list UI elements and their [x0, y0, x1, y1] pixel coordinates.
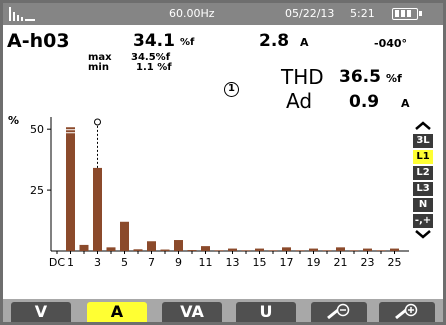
bar-16: [268, 250, 278, 251]
bar-9: [174, 240, 183, 251]
phase-button-l3[interactable]: L3: [413, 182, 433, 196]
ad-label: Ad: [286, 89, 313, 113]
x-tick-label: 17: [280, 256, 294, 269]
min-value: 1.1 %f: [136, 62, 172, 73]
frequency-readout: 60.00Hz: [169, 7, 215, 20]
cursor-head: [94, 118, 101, 126]
ad-unit: A: [401, 97, 410, 110]
phase-button-l1[interactable]: L1: [413, 150, 433, 164]
softkey-phase-voltage[interactable]: U: [236, 302, 296, 322]
cursor-marker: 1: [224, 82, 239, 97]
bar-5: [120, 221, 129, 251]
x-tick-label: DC: [49, 256, 65, 269]
phase-angle: -040°: [374, 37, 408, 50]
bar-21: [336, 247, 345, 251]
phase-button-n[interactable]: N: [413, 198, 433, 212]
max-value: 34.5%f: [131, 52, 171, 63]
bar-14: [241, 250, 251, 251]
zoom-in-icon: [395, 303, 418, 320]
bar-24: [376, 250, 386, 251]
rms-value: 2.8: [259, 31, 290, 51]
bar-1: [66, 126, 75, 251]
bar-17: [282, 247, 291, 251]
bar-23: [363, 248, 372, 251]
ad-value: 0.9: [349, 92, 380, 112]
x-tick-label: 9: [175, 256, 182, 269]
rms-unit: A: [300, 36, 309, 49]
harmonic-label: A-h03: [7, 30, 70, 52]
harmonic-percent-unit: %f: [180, 37, 195, 48]
x-tick-label: 21: [334, 256, 348, 269]
softkey-voltage[interactable]: V: [11, 302, 71, 322]
scroll-up-icon[interactable]: [413, 121, 433, 131]
phase-button-3l[interactable]: 3L: [413, 134, 433, 148]
phase-button-l2[interactable]: L2: [413, 166, 433, 180]
softkey-apparent-power[interactable]: VA: [162, 302, 222, 322]
bar-19: [309, 248, 318, 251]
bar-11: [201, 246, 210, 251]
x-tick-label: 13: [226, 256, 240, 269]
bar-12: [214, 250, 224, 251]
bar-3: [93, 167, 102, 251]
status-bar: 60.00Hz 05/22/13 5:21: [3, 3, 443, 25]
max-label: max: [88, 52, 112, 63]
screen: 60.00Hz 05/22/13 5:21 A-h03 34.1 %f max …: [3, 3, 443, 322]
bar-20: [322, 250, 332, 251]
bar-22: [349, 250, 359, 251]
zoom-out-icon: [327, 303, 350, 320]
date-readout: 05/22/13: [285, 7, 335, 20]
x-tick-label: 15: [253, 256, 267, 269]
bar-10: [187, 250, 197, 251]
bar-6: [133, 249, 143, 251]
softkey-zoom-out[interactable]: [311, 302, 367, 322]
softkey-current[interactable]: A: [87, 302, 147, 322]
harmonic-mode-icon: [9, 7, 35, 21]
bar-4: [106, 247, 116, 251]
y-tick-label: 50: [30, 123, 44, 136]
bar-7: [147, 241, 156, 251]
time-readout: 5:21: [350, 7, 375, 20]
thd-unit: %f: [386, 72, 402, 85]
thd-value: 36.5: [339, 67, 381, 87]
bar-2: [79, 244, 89, 251]
x-tick-label: 23: [361, 256, 375, 269]
x-tick-label: 19: [307, 256, 321, 269]
x-tick-label: 5: [121, 256, 128, 269]
battery-icon: [392, 8, 422, 20]
y-tick-label: 25: [30, 184, 44, 197]
x-tick-label: 1: [67, 256, 74, 269]
y-axis-label: %: [8, 114, 19, 127]
bar-13: [228, 248, 237, 251]
softkey-bar: V A VA U: [3, 299, 443, 322]
bar-25: [390, 248, 399, 251]
harmonic-percent: 34.1: [133, 31, 175, 51]
bar-8: [160, 249, 170, 251]
thd-label: THD: [281, 65, 324, 89]
bar-18: [295, 250, 305, 251]
bar-15: [255, 248, 264, 251]
softkey-zoom-in[interactable]: [379, 302, 435, 322]
min-label: min: [88, 62, 109, 73]
x-tick-label: 7: [148, 256, 155, 269]
x-tick-label: 3: [94, 256, 101, 269]
x-tick-label: 11: [199, 256, 213, 269]
x-tick-label: 25: [388, 256, 402, 269]
scroll-down-icon[interactable]: [413, 229, 433, 239]
phase-button-sign[interactable]: -,+: [413, 214, 433, 228]
